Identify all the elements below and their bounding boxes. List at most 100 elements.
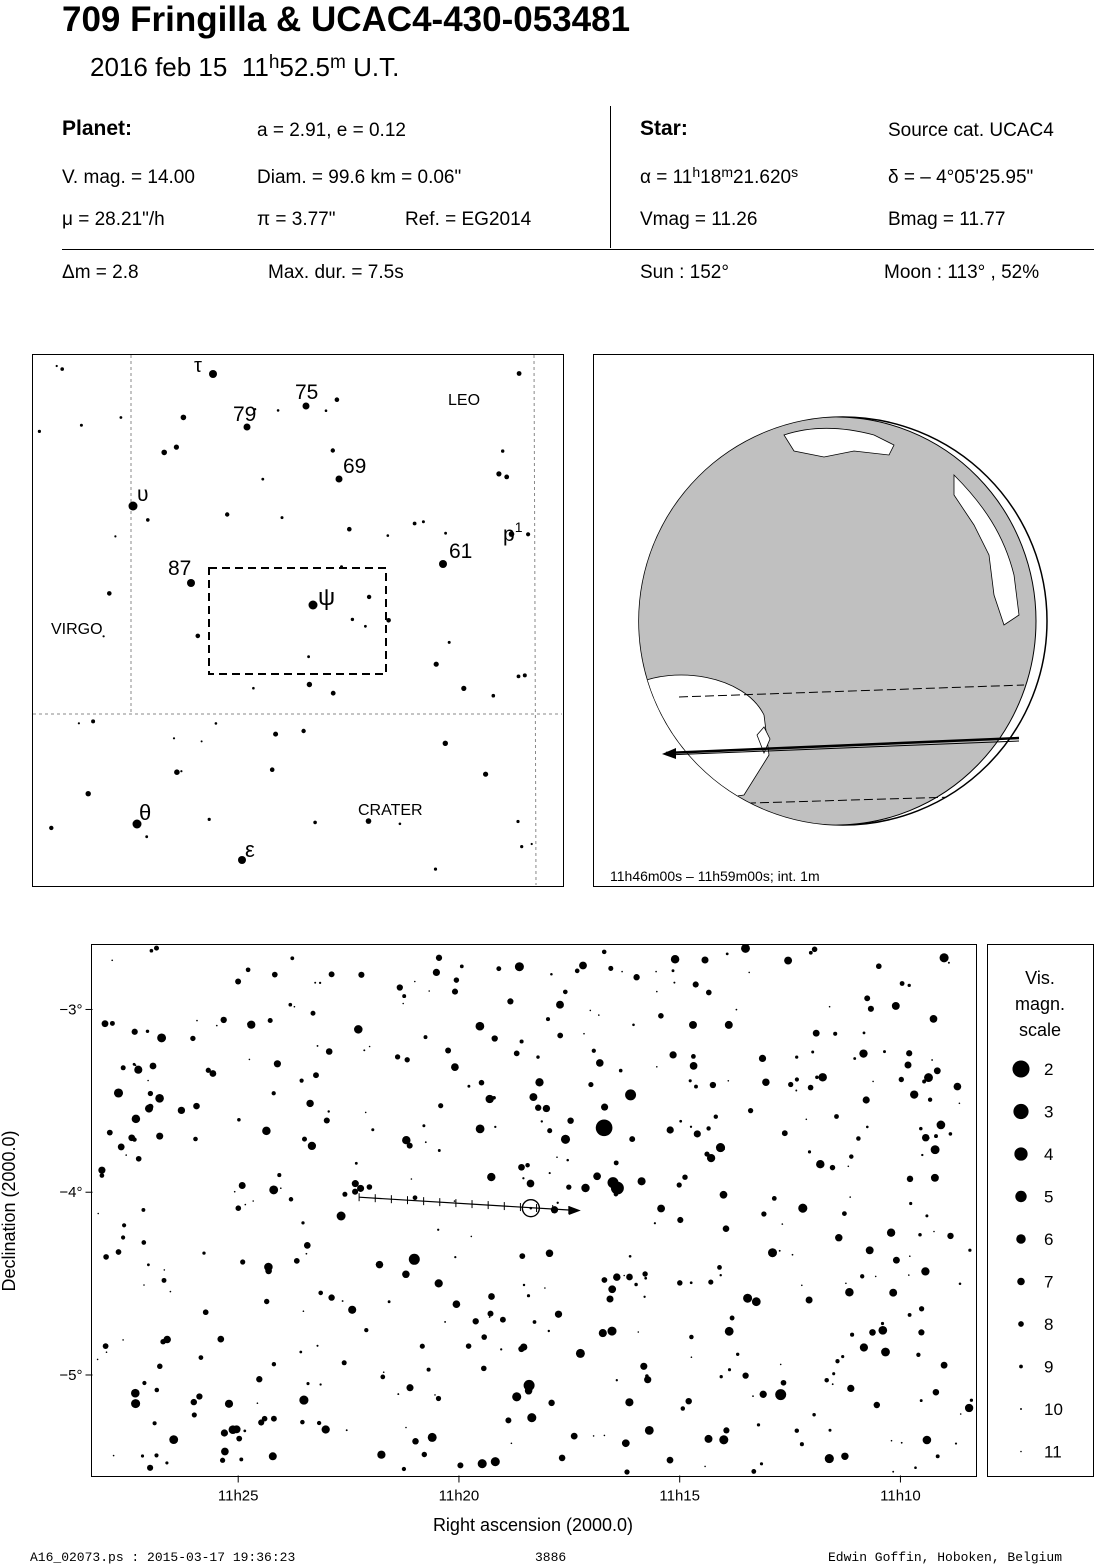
finder-star bbox=[173, 444, 179, 450]
background-star bbox=[316, 1420, 322, 1426]
background-star bbox=[233, 1190, 236, 1193]
background-star bbox=[691, 1054, 696, 1059]
background-star bbox=[452, 1300, 461, 1309]
background-star bbox=[947, 961, 950, 964]
background-star bbox=[288, 1197, 294, 1202]
background-star bbox=[459, 964, 464, 969]
background-star bbox=[869, 1329, 876, 1336]
background-star bbox=[725, 952, 729, 956]
background-star bbox=[880, 1321, 885, 1326]
background-star bbox=[632, 1023, 635, 1027]
finder-star bbox=[350, 617, 355, 622]
background-star bbox=[522, 1283, 526, 1287]
background-star bbox=[240, 1259, 246, 1265]
footer-file: A16_02073.ps : 2015-03-17 19:36:23 bbox=[30, 1550, 296, 1565]
finder-star bbox=[433, 661, 439, 667]
background-star bbox=[735, 1008, 738, 1011]
background-star bbox=[835, 1359, 840, 1364]
background-star bbox=[859, 1049, 868, 1058]
background-star bbox=[550, 973, 553, 976]
background-star bbox=[161, 1277, 167, 1283]
star-alpha: α = 11h18m21.620s bbox=[640, 164, 799, 188]
background-star bbox=[751, 1468, 757, 1474]
finder-named-star bbox=[243, 423, 251, 431]
background-star bbox=[264, 1262, 273, 1272]
finder-star bbox=[516, 674, 521, 679]
background-star bbox=[154, 1453, 159, 1458]
background-star bbox=[692, 981, 699, 988]
event-hour: 11 bbox=[241, 52, 269, 82]
background-star bbox=[890, 1439, 893, 1442]
background-star bbox=[336, 1211, 346, 1221]
background-star bbox=[717, 1265, 722, 1270]
background-star bbox=[934, 1134, 938, 1139]
background-star bbox=[656, 1066, 658, 1068]
background-star bbox=[899, 981, 905, 986]
legend-magnitude-label: 10 bbox=[1044, 1400, 1063, 1419]
finder-star bbox=[491, 693, 496, 698]
background-star bbox=[892, 1256, 900, 1264]
finder-star bbox=[49, 825, 54, 831]
background-star bbox=[833, 1031, 838, 1036]
background-star bbox=[637, 1177, 646, 1186]
background-star bbox=[131, 1114, 141, 1124]
background-star bbox=[719, 1375, 723, 1379]
background-star bbox=[644, 1425, 654, 1435]
background-star bbox=[318, 1290, 324, 1296]
background-star bbox=[507, 998, 514, 1005]
background-star bbox=[548, 1172, 551, 1175]
background-star bbox=[267, 1017, 273, 1024]
background-star bbox=[131, 1388, 140, 1398]
background-star bbox=[689, 1125, 693, 1128]
chart-star bbox=[523, 1379, 535, 1391]
background-star bbox=[305, 1252, 308, 1255]
background-star bbox=[290, 956, 295, 961]
finder-star bbox=[37, 429, 41, 433]
background-star bbox=[768, 1248, 777, 1258]
background-star bbox=[269, 1185, 279, 1195]
background-star bbox=[601, 1103, 609, 1111]
background-star bbox=[198, 1355, 204, 1360]
background-star bbox=[762, 1078, 770, 1086]
background-star bbox=[759, 1462, 764, 1466]
background-star bbox=[807, 1150, 812, 1154]
background-star bbox=[860, 1274, 865, 1279]
event-datetime: 2016 feb 15 11h52.5m U.T. bbox=[90, 52, 400, 82]
background-star bbox=[237, 1118, 241, 1122]
background-star bbox=[625, 1398, 634, 1407]
background-star bbox=[670, 955, 680, 964]
background-star bbox=[581, 1183, 590, 1193]
magnitude-legend: Vis. magn. scale 2 3 4 5 6 7 8 9 10 11 bbox=[987, 944, 1094, 1477]
background-star bbox=[467, 1084, 471, 1088]
finder-star bbox=[79, 423, 83, 427]
finder-star bbox=[180, 770, 183, 773]
background-star bbox=[689, 1281, 693, 1285]
background-star bbox=[293, 1258, 300, 1264]
finder-star bbox=[483, 771, 489, 777]
chart-star bbox=[595, 1119, 613, 1137]
background-star bbox=[933, 1067, 941, 1075]
background-star bbox=[120, 1065, 126, 1071]
background-star bbox=[592, 1435, 595, 1437]
finder-star bbox=[195, 633, 201, 639]
background-star bbox=[669, 1051, 677, 1059]
finder-star bbox=[225, 512, 230, 517]
background-star bbox=[556, 1315, 559, 1318]
background-star bbox=[964, 1403, 974, 1413]
background-star bbox=[808, 950, 813, 955]
background-star bbox=[328, 1294, 335, 1301]
background-star bbox=[574, 968, 580, 974]
finder-star bbox=[364, 624, 367, 628]
background-star bbox=[321, 1425, 330, 1434]
background-star bbox=[103, 1254, 109, 1260]
chart-star bbox=[824, 1454, 834, 1464]
landmass-asia bbox=[783, 427, 895, 458]
finder-star bbox=[146, 518, 150, 522]
background-star bbox=[99, 1173, 105, 1178]
finder-star bbox=[180, 414, 187, 421]
background-star bbox=[556, 1156, 558, 1158]
finder-star bbox=[114, 535, 117, 538]
event-minute: 52.5 bbox=[279, 52, 330, 82]
finder-star bbox=[522, 673, 527, 678]
background-star bbox=[751, 1297, 761, 1307]
